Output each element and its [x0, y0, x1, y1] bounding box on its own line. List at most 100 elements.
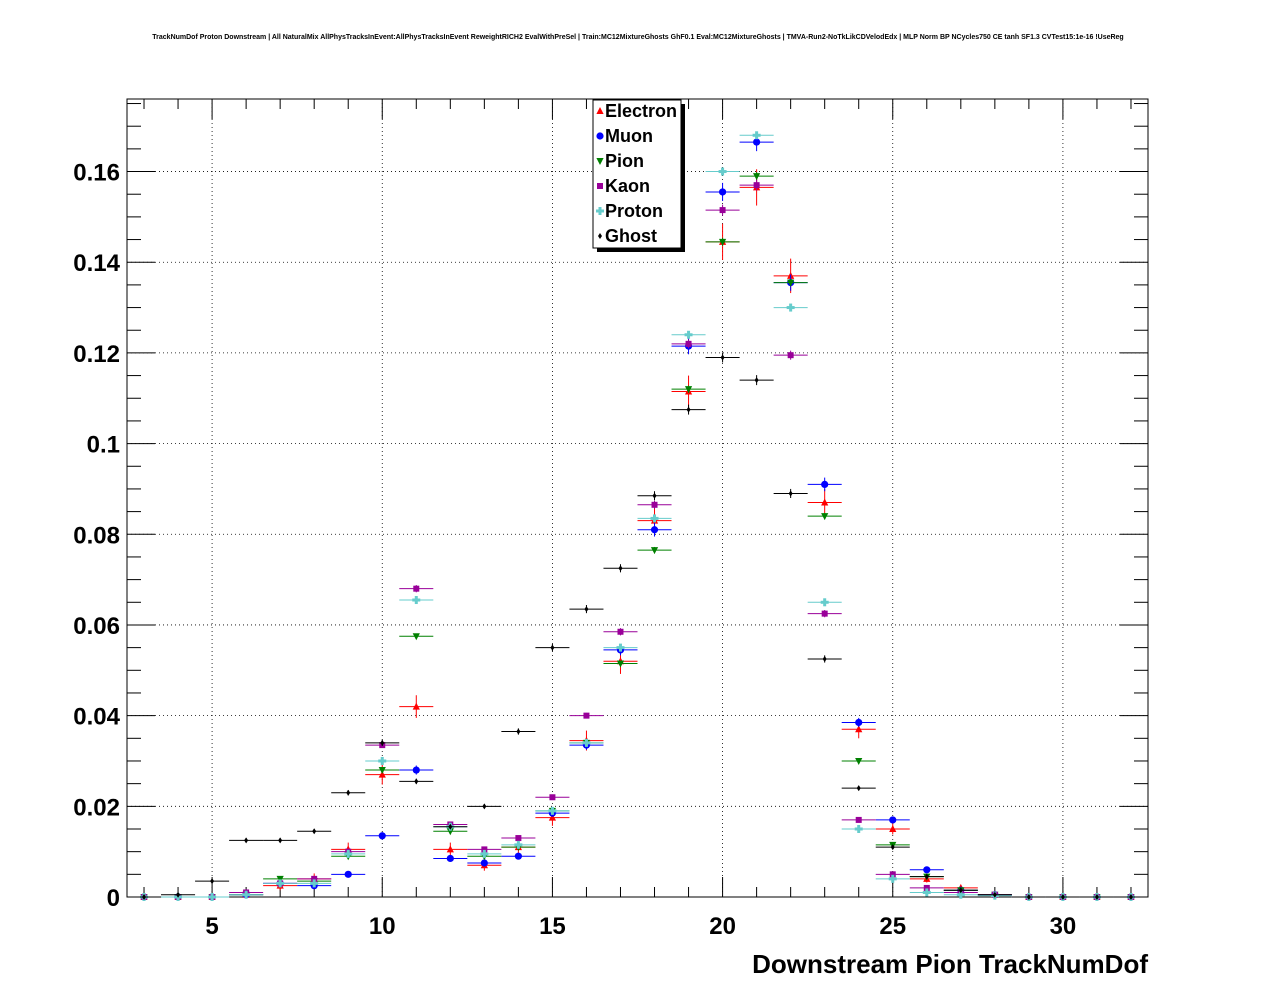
data-point	[276, 875, 284, 883]
x-tick-label: 25	[879, 913, 906, 940]
data-point	[855, 757, 863, 765]
y-tick-labels: 0 0.02 0.04 0.06 0.08 0.1 0.12 0.14 0.16	[73, 160, 120, 912]
legend-marker	[596, 207, 604, 215]
legend-marker	[596, 158, 604, 165]
data-point	[992, 891, 997, 898]
marker-bar	[244, 890, 248, 899]
series-electron	[127, 169, 1148, 900]
data-point	[550, 644, 555, 651]
data-point	[446, 845, 454, 853]
data-point	[719, 207, 726, 214]
data-point	[753, 182, 760, 189]
data-point	[854, 824, 863, 833]
data-point	[855, 725, 863, 733]
data-point	[548, 806, 557, 815]
data-point	[480, 859, 488, 867]
data-point	[650, 547, 659, 555]
marker-bar	[755, 131, 759, 140]
y-tick-label: 0.06	[73, 613, 120, 640]
legend-item-proton: Proton	[596, 201, 663, 221]
y-tick-label: 0	[107, 885, 120, 912]
data-point	[753, 138, 761, 146]
data-point	[380, 739, 385, 746]
x-tick-label: 15	[539, 913, 566, 940]
data-point	[754, 377, 759, 384]
y-tick-label: 0.1	[87, 432, 120, 459]
y-tick-label: 0.08	[73, 522, 120, 549]
marker-bar	[584, 738, 588, 747]
data-point	[515, 835, 522, 842]
data-point	[923, 884, 930, 891]
x-tick-label: 10	[369, 913, 396, 940]
marker-bar	[789, 303, 793, 312]
data-layer	[127, 131, 1148, 901]
legend-box	[592, 99, 682, 249]
data-point	[651, 501, 658, 508]
legend-item-ghost: Ghost	[598, 226, 657, 246]
marker-bar	[687, 330, 691, 339]
marker-bar	[482, 849, 486, 858]
data-point	[1094, 894, 1099, 900]
y-tick-label: 0.12	[73, 341, 120, 368]
legend-label: Pion	[605, 151, 644, 171]
legend-label: Proton	[605, 201, 663, 221]
marker-bar	[210, 893, 214, 901]
legend-label: Kaon	[605, 176, 650, 196]
data-point	[514, 840, 523, 849]
marker-bar	[278, 879, 282, 888]
marker-bar	[598, 207, 602, 215]
x-tick-labels: 5 10 15 20 25 30	[205, 913, 1076, 940]
data-point	[820, 598, 829, 607]
data-point	[346, 789, 351, 796]
legend-item-kaon: Kaon	[597, 176, 650, 196]
data-point	[244, 837, 249, 844]
legend-marker	[596, 107, 604, 114]
data-point	[718, 167, 727, 176]
data-point	[176, 891, 181, 898]
data-point	[922, 888, 931, 897]
data-point	[482, 803, 487, 810]
data-point	[549, 794, 556, 801]
marker-bar	[891, 874, 895, 883]
marker-bar	[516, 840, 520, 849]
data-point	[855, 718, 863, 727]
data-point	[617, 628, 624, 635]
plot-frame	[126, 98, 1149, 898]
data-point	[311, 875, 318, 882]
data-point	[821, 513, 829, 521]
data-point	[787, 352, 794, 359]
marker-bar	[414, 596, 418, 605]
data-point	[378, 756, 387, 765]
data-point	[650, 526, 659, 534]
data-point	[548, 813, 557, 821]
data-point	[412, 702, 420, 710]
data-point	[856, 785, 861, 792]
data-point	[412, 633, 420, 641]
data-point	[787, 279, 795, 287]
data-point	[514, 852, 522, 860]
marker-bar	[925, 888, 929, 897]
data-point	[142, 894, 147, 900]
marker-bar	[721, 167, 725, 176]
data-point	[652, 492, 657, 499]
data-point	[378, 832, 386, 840]
data-point	[718, 238, 727, 246]
y-tick-label: 0.04	[73, 704, 120, 731]
data-point	[753, 173, 761, 181]
legend-label: Ghost	[605, 226, 657, 246]
data-point	[412, 596, 421, 605]
marker-bar	[312, 879, 316, 888]
data-point	[584, 606, 589, 613]
data-point	[1026, 894, 1031, 900]
legend-item-pion: Pion	[596, 151, 644, 171]
data-point	[718, 188, 727, 196]
data-point	[480, 849, 489, 858]
data-point	[278, 837, 283, 844]
data-point	[821, 610, 828, 617]
data-point	[310, 879, 319, 888]
data-point	[1060, 894, 1065, 900]
data-point	[616, 643, 625, 652]
series-pion	[127, 171, 1148, 901]
data-point	[752, 131, 761, 140]
y-tick-label: 0.16	[73, 160, 120, 187]
